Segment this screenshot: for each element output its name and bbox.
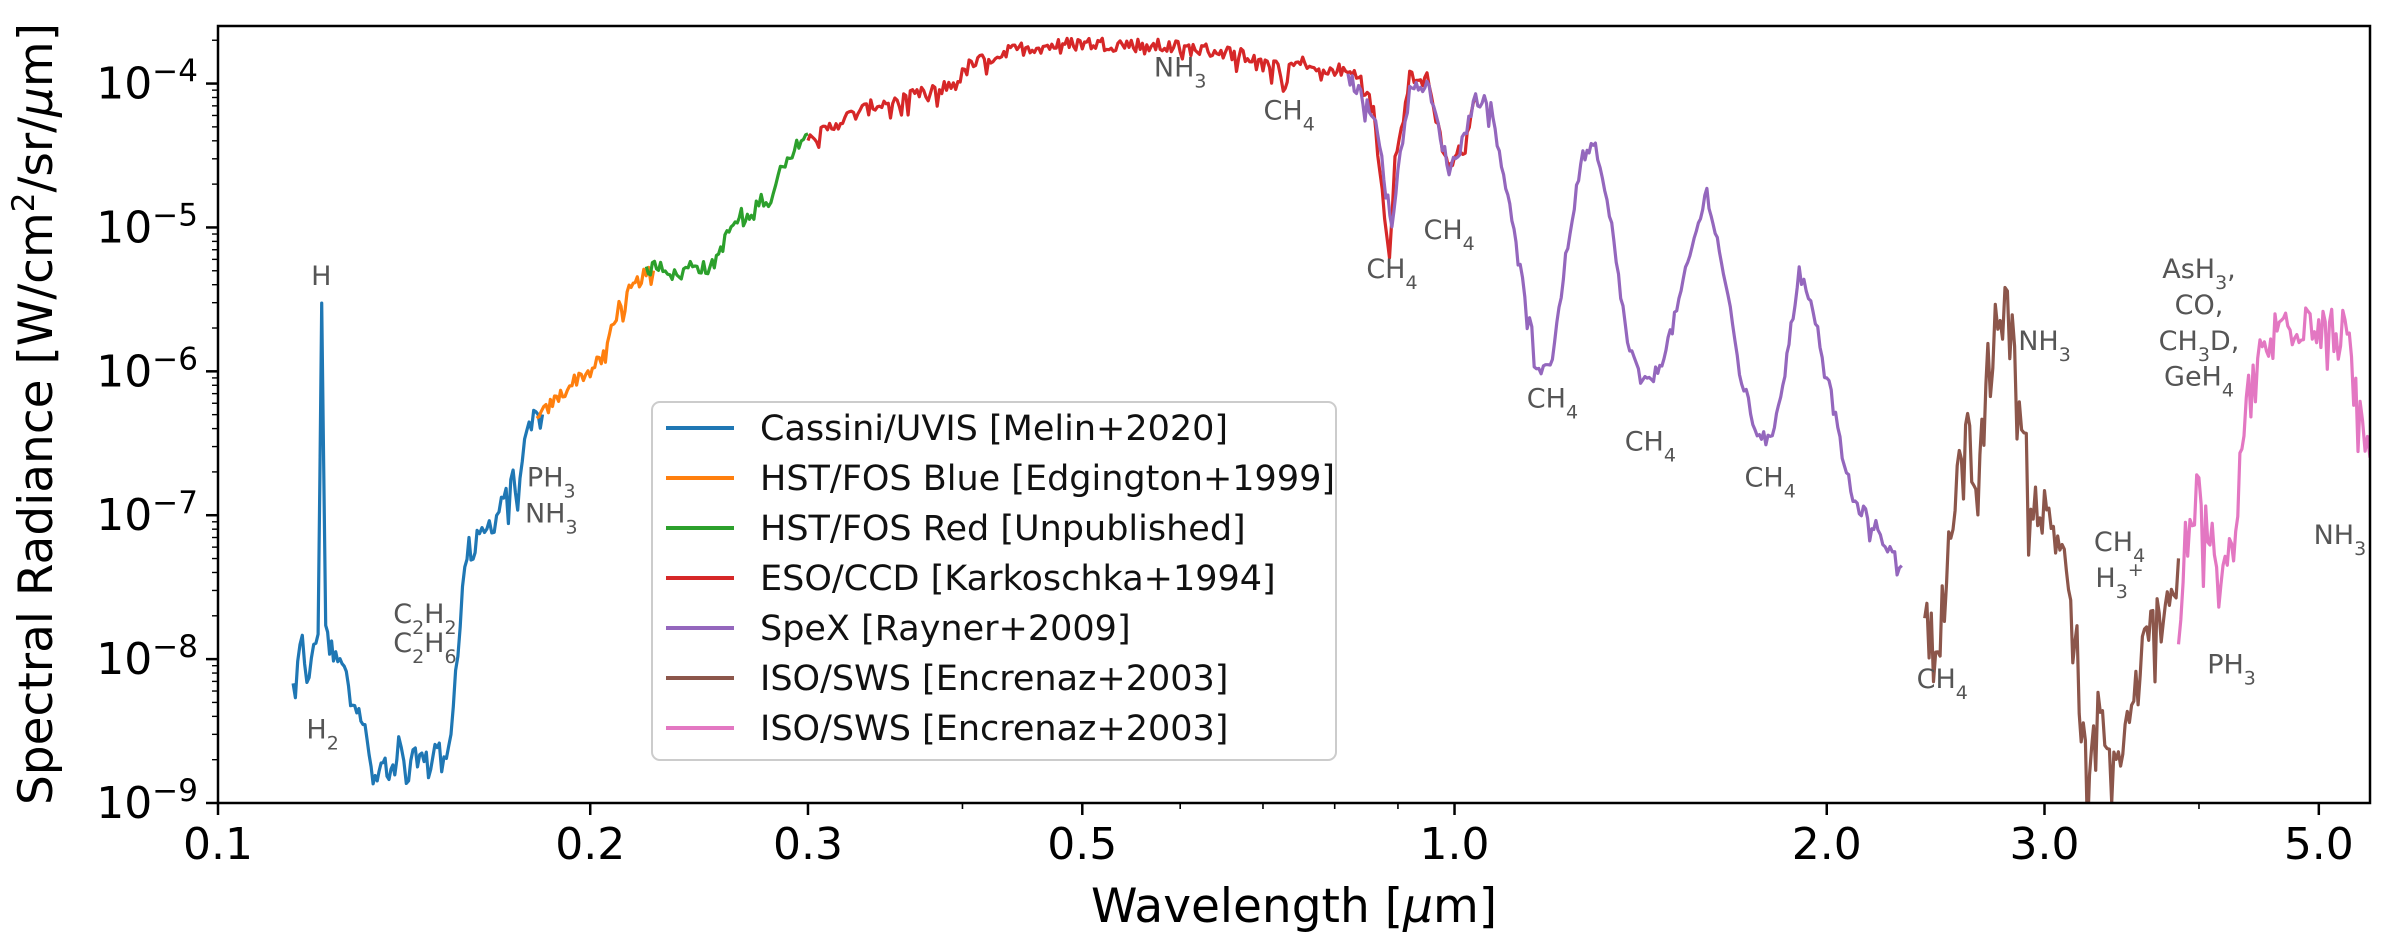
x-axis-label: Wavelength [μm] <box>1091 879 1497 934</box>
legend-label-0: Cassini/UVIS [Melin+2020] <box>760 409 1228 449</box>
x-tick-label: 1.0 <box>1420 819 1490 870</box>
x-tick-label: 5.0 <box>2284 819 2354 870</box>
molecule-annotation: NH3 <box>2314 520 2367 560</box>
molecule-annotation: NH3 <box>2018 326 2071 366</box>
molecule-annotation: H <box>311 261 331 292</box>
molecule-annotation: CH4 <box>2094 527 2145 567</box>
y-tick-label: 10−4 <box>96 54 198 110</box>
molecule-annotation: PH3 <box>2207 650 2256 690</box>
series-line-2 <box>644 132 809 281</box>
molecule-annotation: CH4 <box>1366 254 1417 294</box>
y-tick-label: 10−6 <box>96 341 198 397</box>
y-tick-label: 10−9 <box>96 773 198 829</box>
molecule-annotation: CH4 <box>1527 383 1578 423</box>
annotation-layer: HH2C2H2C2H6PH3NH3NH3CH4CH4CH4CH4CH4CH4CH… <box>306 52 2366 754</box>
molecule-annotation: PH3 <box>527 462 576 502</box>
series-line-6 <box>2176 306 2370 645</box>
legend-label-1: HST/FOS Blue [Edgington+1999] <box>760 459 1335 499</box>
molecule-annotation: C2H6 <box>393 628 456 668</box>
legend-label-6: ISO/SWS [Encrenaz+2003] <box>760 709 1228 749</box>
x-tick-label: 2.0 <box>1792 819 1862 870</box>
series-line-5 <box>1923 285 2181 803</box>
molecule-annotation: CH3D, <box>2159 326 2240 366</box>
x-tick-label: 0.2 <box>555 819 625 870</box>
x-axis-ticks: 0.1 0.2 0.3 0.5 1.0 2.0 3.0 5.0 <box>183 803 2354 870</box>
legend-label-4: SpeX [Rayner+2009] <box>760 609 1131 649</box>
molecule-annotation: CH4 <box>1264 96 1315 136</box>
y-axis-ticks: 10−9 10−8 10−7 10−6 10−5 10−4 <box>96 39 218 829</box>
molecule-annotation: AsH3, <box>2162 254 2236 294</box>
x-tick-label: 0.3 <box>773 819 843 870</box>
molecule-annotation: CH4 <box>1917 664 1968 704</box>
molecule-annotation: CH4 <box>1745 462 1796 502</box>
series-line-1 <box>535 265 656 420</box>
legend-label-2: HST/FOS Red [Unpublished] <box>760 509 1246 549</box>
molecule-annotation: H2 <box>306 714 338 754</box>
x-tick-label: 3.0 <box>2010 819 2080 870</box>
x-tick-label: 0.5 <box>1047 819 1117 870</box>
molecule-annotation: CO, <box>2175 290 2224 321</box>
molecule-annotation: CH4 <box>1424 215 1475 255</box>
molecule-annotation: H3+ <box>2095 559 2143 603</box>
molecule-annotation: C2H2 <box>393 599 456 639</box>
series-line-4 <box>1346 73 1903 577</box>
y-tick-label: 10−5 <box>96 197 198 253</box>
molecule-annotation: NH3 <box>1154 52 1207 92</box>
molecule-annotation: CH4 <box>1625 426 1676 466</box>
series-line-0 <box>291 301 545 786</box>
x-tick-label: 0.1 <box>183 819 253 870</box>
molecule-annotation: GeH4 <box>2164 362 2234 402</box>
molecule-annotation: NH3 <box>525 498 578 538</box>
y-tick-label: 10−8 <box>96 629 198 685</box>
legend-label-5: ISO/SWS [Encrenaz+2003] <box>760 659 1228 699</box>
legend-box <box>651 401 1337 761</box>
series-line-3 <box>806 36 1478 260</box>
y-tick-label: 10−7 <box>96 485 198 541</box>
legend-label-3: ESO/CCD [Karkoschka+1994] <box>760 559 1276 599</box>
legend: Cassini/UVIS [Melin+2020] HST/FOS Blue [E… <box>651 401 1337 761</box>
series-layer <box>291 36 2370 803</box>
y-axis-label: Spectral Radiance [W/cm2/sr/μm] <box>6 23 64 805</box>
